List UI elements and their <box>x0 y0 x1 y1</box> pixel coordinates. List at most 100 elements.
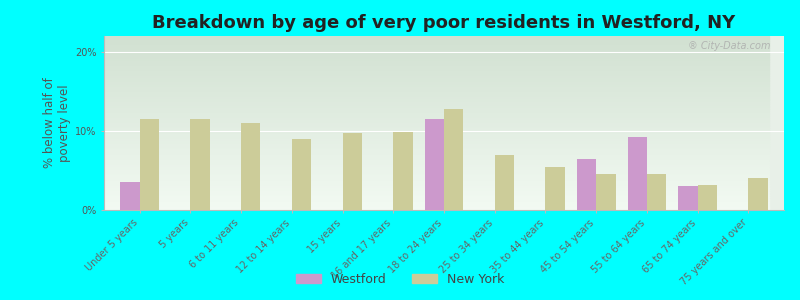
Bar <box>104 53 769 55</box>
Bar <box>104 85 769 86</box>
Bar <box>678 186 698 210</box>
Bar <box>104 99 769 100</box>
Bar <box>104 163 769 165</box>
Bar <box>104 90 769 92</box>
Bar <box>104 168 769 170</box>
Bar <box>104 132 769 134</box>
Bar <box>104 127 769 128</box>
Bar <box>104 97 769 99</box>
Bar <box>546 167 565 210</box>
Bar <box>104 119 769 121</box>
Bar <box>104 121 769 123</box>
Bar <box>104 55 769 57</box>
Bar <box>394 132 413 210</box>
Bar <box>104 144 769 146</box>
Bar <box>104 41 769 43</box>
Bar <box>104 188 769 189</box>
Bar <box>104 71 769 73</box>
Bar <box>104 200 769 201</box>
Bar <box>104 50 769 52</box>
Bar <box>104 208 769 210</box>
Bar <box>104 74 769 76</box>
Bar <box>104 147 769 149</box>
Bar <box>104 142 769 144</box>
Bar <box>104 76 769 78</box>
Bar <box>104 52 769 53</box>
Bar <box>104 43 769 45</box>
Bar <box>104 193 769 194</box>
Bar <box>647 174 666 210</box>
Bar <box>104 158 769 160</box>
Bar <box>104 73 769 74</box>
Bar <box>104 189 769 191</box>
Bar <box>104 201 769 203</box>
Text: ® City-Data.com: ® City-Data.com <box>688 41 770 51</box>
Bar <box>104 137 769 139</box>
Bar <box>120 182 139 210</box>
Bar <box>104 196 769 198</box>
Legend: Westford, New York: Westford, New York <box>291 268 509 291</box>
Bar <box>104 123 769 125</box>
Bar <box>628 137 647 210</box>
Bar <box>104 80 769 81</box>
Bar <box>104 111 769 112</box>
Bar <box>104 69 769 71</box>
Bar <box>190 119 210 210</box>
Bar <box>104 109 769 111</box>
Bar <box>104 62 769 64</box>
Bar <box>104 106 769 107</box>
Bar <box>104 88 769 90</box>
Title: Breakdown by age of very poor residents in Westford, NY: Breakdown by age of very poor residents … <box>152 14 736 32</box>
Bar <box>104 170 769 172</box>
Bar <box>104 58 769 60</box>
Bar <box>104 107 769 109</box>
Bar <box>104 173 769 175</box>
Bar <box>104 45 769 46</box>
Bar <box>104 40 769 41</box>
Bar <box>104 184 769 186</box>
Bar <box>292 139 311 210</box>
Bar <box>104 118 769 119</box>
Bar <box>104 160 769 161</box>
Bar <box>494 154 514 210</box>
Bar <box>104 179 769 180</box>
Bar <box>104 182 769 184</box>
Bar <box>104 161 769 163</box>
Bar <box>104 104 769 106</box>
Bar <box>104 46 769 48</box>
Bar <box>104 177 769 179</box>
Bar <box>104 130 769 132</box>
Bar <box>104 86 769 88</box>
Bar <box>104 206 769 208</box>
Bar <box>104 172 769 173</box>
Bar <box>104 57 769 58</box>
Bar <box>104 36 769 38</box>
Bar <box>104 60 769 62</box>
Bar <box>104 67 769 69</box>
Bar <box>104 125 769 127</box>
Bar <box>104 156 769 158</box>
Bar <box>104 116 769 118</box>
Bar <box>104 66 769 67</box>
Bar <box>104 48 769 50</box>
Bar <box>104 140 769 142</box>
Bar <box>104 151 769 153</box>
Bar <box>104 149 769 151</box>
Bar <box>104 153 769 154</box>
Bar <box>425 119 444 210</box>
Y-axis label: % below half of
poverty level: % below half of poverty level <box>42 78 70 168</box>
Bar <box>104 165 769 167</box>
Bar <box>104 64 769 66</box>
Bar <box>104 191 769 193</box>
Bar <box>104 100 769 102</box>
Bar <box>104 167 769 168</box>
Bar <box>104 38 769 40</box>
Bar <box>104 180 769 182</box>
Bar <box>139 119 159 210</box>
Bar <box>241 123 260 210</box>
Bar <box>596 174 615 210</box>
Bar <box>104 205 769 206</box>
Bar <box>104 186 769 188</box>
Bar <box>104 203 769 205</box>
Bar <box>104 93 769 95</box>
